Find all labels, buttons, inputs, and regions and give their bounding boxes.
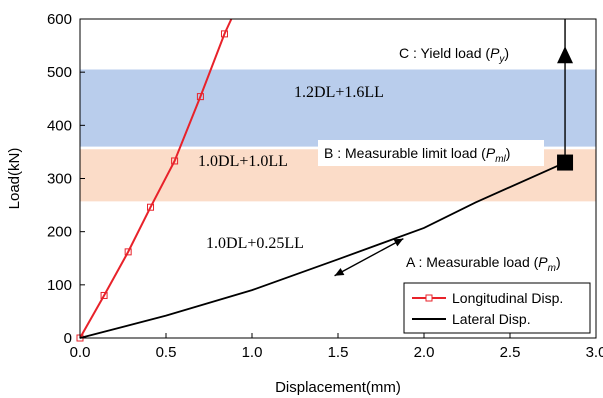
band-0: [80, 69, 596, 147]
y-tick-label: 500: [47, 64, 72, 81]
annotation-box-0: [393, 40, 543, 66]
y-tick-label: 0: [64, 330, 72, 347]
legend-marker-0: [425, 294, 433, 302]
series-marker: [171, 157, 179, 165]
legend-label-0: Longitudinal Disp.: [452, 290, 563, 306]
annotation-markers: [334, 46, 574, 277]
limit-square-marker: [557, 154, 574, 171]
annotation-box-1: [318, 140, 544, 166]
band-label-0: 1.2DL+1.6LL: [294, 84, 384, 101]
annotation-label-2: A : Measurable load (Pm): [406, 254, 561, 274]
measurable-arrow-line: [334, 237, 404, 277]
x-tick-label: 0.0: [70, 344, 91, 361]
measurable-arrow-head: [393, 238, 404, 247]
series-line-0: [79, 18, 233, 339]
measurable-arrow-tail: [334, 267, 345, 276]
x-axis-label: Displacement(mm): [275, 379, 401, 396]
legend-box: [403, 282, 591, 334]
x-tick-label: 3.0: [586, 344, 603, 361]
band-labels: 1.2DL+1.6LL 1.0DL+1.0LL 1.0DL+0.25LL: [198, 84, 384, 252]
x-axis-ticks: 0.0 0.5 1.0 1.5 2.0 2.5 3.0: [70, 333, 603, 361]
series-marker: [220, 30, 228, 38]
data-series: [76, 18, 566, 342]
annotation-label-0: C : Yield load (Py): [399, 45, 509, 65]
legend: Longitudinal Disp. Lateral Disp.: [403, 282, 591, 334]
x-tick-label: 1.0: [242, 344, 263, 361]
x-tick-label: 1.5: [328, 344, 349, 361]
y-axis-label: Load(kN): [6, 148, 23, 210]
y-axis-ticks: 0 100 200 300 400 500 600: [47, 11, 85, 347]
band-label-1: 1.0DL+1.0LL: [198, 153, 288, 170]
legend-label-1: Lateral Disp.: [452, 311, 531, 327]
x-tick-label: 0.5: [156, 344, 177, 361]
series-marker: [124, 248, 132, 256]
yield-triangle-marker: [557, 46, 574, 64]
y-tick-label: 300: [47, 171, 72, 188]
x-tick-label: 2.0: [414, 344, 435, 361]
annotations: C : Yield load (Py) B : Measurable limit …: [318, 40, 561, 275]
series-marker: [147, 203, 155, 211]
annotation-label-1: B : Measurable limit load (Pml): [324, 145, 510, 165]
band-text-0: 1.0DL+0.25LL: [206, 235, 304, 252]
y-tick-label: 200: [47, 224, 72, 241]
series-marker: [196, 93, 204, 101]
y-tick-label: 400: [47, 117, 72, 134]
series-marker: [100, 291, 108, 299]
y-tick-label: 100: [47, 277, 72, 294]
annotation-box-2: [400, 249, 556, 275]
x-tick-label: 2.5: [500, 344, 521, 361]
y-tick-label: 600: [47, 11, 72, 28]
series-line-1: [79, 161, 566, 339]
